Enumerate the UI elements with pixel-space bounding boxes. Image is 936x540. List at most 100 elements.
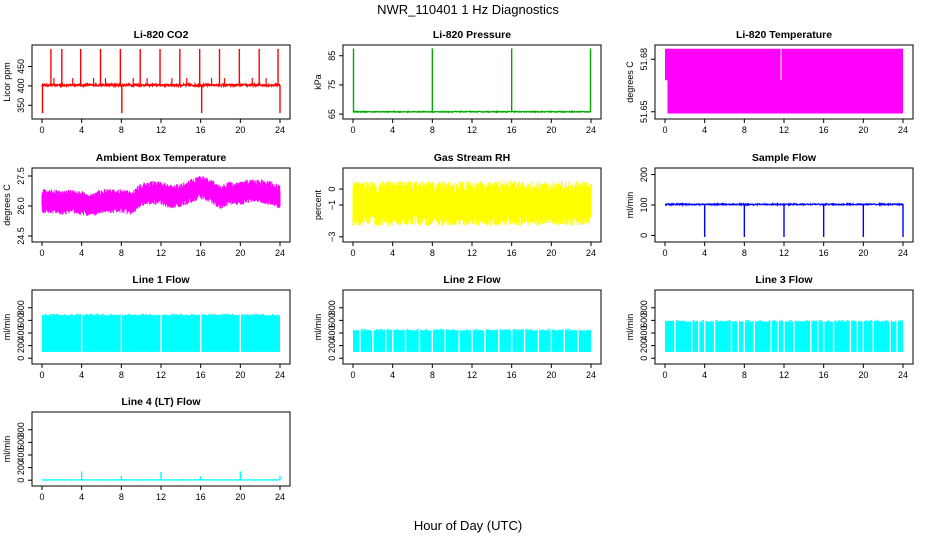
x-tick-label: 8	[119, 248, 124, 258]
panel-title: Line 4 (LT) Flow	[121, 396, 201, 408]
y-axis-label: degrees C	[2, 184, 12, 226]
x-tick-label: 16	[196, 125, 206, 135]
y-tick-label: 65	[327, 109, 337, 119]
y-tick-label: 200	[327, 338, 337, 353]
x-tick-label: 20	[235, 492, 245, 502]
x-tick-label: 0	[39, 248, 44, 258]
x-tick-label: 20	[546, 370, 556, 380]
panel-10: Line 4 (LT) Flow ml/min 0 4 8 12 16 20 24 0 200400…	[2, 396, 291, 502]
y-tick-label: 26.0	[16, 197, 26, 215]
x-tick-label: 24	[898, 248, 908, 258]
x-tick-label: 4	[702, 370, 707, 380]
y-axis-label: ml/min	[2, 436, 12, 463]
data-band	[667, 48, 903, 114]
y-tick-label: 450	[16, 59, 26, 74]
y-tick-label: 600	[327, 313, 337, 328]
x-tick-label: 0	[350, 248, 355, 258]
y-axis-label: ml/min	[625, 192, 635, 219]
x-tick-label: 16	[196, 248, 206, 258]
panel-title: Sample Flow	[752, 152, 817, 164]
x-axis: 0 4 8 12 16 20 24	[662, 241, 908, 258]
y-axis: 51.65 51.68	[639, 48, 655, 123]
y-tick-label: 0	[16, 356, 26, 361]
y-tick-label: 0	[639, 233, 649, 238]
x-tick-label: 4	[702, 125, 707, 135]
x-tick-label: 12	[156, 248, 166, 258]
x-tick-label: 12	[156, 370, 166, 380]
x-tick-label: 20	[858, 125, 868, 135]
y-tick-label: 800	[327, 300, 337, 315]
x-tick-label: 8	[119, 492, 124, 502]
y-axis-label: kPa	[313, 74, 323, 90]
series	[41, 313, 281, 354]
x-tick-label: 8	[430, 125, 435, 135]
y-tick-label: 600	[16, 435, 26, 450]
x-tick-label: 24	[275, 370, 285, 380]
panel-7: Line 1 Flow ml/min 0 4 8 12 16 20 24 0 20040060080…	[2, 274, 291, 380]
y-tick-label: 800	[639, 300, 649, 315]
x-tick-label: 20	[235, 370, 245, 380]
y-tick-label: 400	[16, 447, 26, 462]
y-axis-label: degrees C	[625, 61, 635, 103]
x-tick-label: 24	[586, 370, 596, 380]
y-tick-label: 0	[639, 356, 649, 361]
panel-title: Line 3 Flow	[755, 274, 813, 286]
figure-x-axis-label: Hour of Day (UTC)	[413, 518, 523, 533]
plot-frame	[31, 44, 291, 120]
x-tick-label: 8	[119, 370, 124, 380]
y-tick-label: 200	[16, 338, 26, 353]
panel-title: Line 2 Flow	[443, 274, 501, 286]
panel-title: Li-820 CO2	[134, 29, 189, 41]
x-axis: 0 4 8 12 16 20 24	[39, 363, 285, 380]
x-tick-label: 4	[390, 370, 395, 380]
x-axis: 0 4 8 12 16 20 24	[350, 118, 596, 135]
y-tick-label: 24.5	[16, 227, 26, 245]
x-axis: 0 4 8 12 16 20 24	[39, 118, 285, 135]
y-tick-label: 800	[16, 422, 26, 437]
y-tick-label: 600	[16, 313, 26, 328]
y-tick-label: 0	[327, 187, 337, 192]
x-tick-label: 0	[662, 248, 667, 258]
panel-1: Li-820 CO2 Licor ppm 0 4 8 12 16 20 24 350 400 450	[2, 29, 291, 135]
y-tick-label: 200	[639, 167, 649, 182]
x-tick-label: 16	[507, 125, 517, 135]
x-tick-label: 12	[467, 248, 477, 258]
x-tick-label: 8	[742, 248, 747, 258]
x-tick-label: 4	[79, 125, 84, 135]
x-tick-label: 0	[39, 370, 44, 380]
x-tick-label: 20	[235, 125, 245, 135]
data-trace	[41, 176, 281, 216]
series	[352, 180, 592, 226]
series	[664, 201, 904, 237]
x-tick-label: 8	[119, 125, 124, 135]
x-tick-label: 8	[742, 370, 747, 380]
data-trace	[41, 81, 281, 89]
x-tick-label: 0	[662, 125, 667, 135]
x-tick-label: 8	[430, 370, 435, 380]
y-tick-label: 200	[639, 338, 649, 353]
y-tick-label: 200	[16, 460, 26, 475]
x-tick-label: 12	[467, 125, 477, 135]
y-tick-label: 400	[16, 325, 26, 340]
data-trace	[352, 109, 592, 114]
series	[41, 471, 281, 482]
x-tick-label: 0	[350, 370, 355, 380]
x-tick-label: 4	[390, 125, 395, 135]
y-axis: −3 −1 0	[327, 187, 343, 242]
y-tick-label: 0	[16, 478, 26, 483]
x-tick-label: 12	[779, 370, 789, 380]
x-tick-label: 12	[779, 248, 789, 258]
y-tick-label: 350	[16, 98, 26, 113]
series	[41, 176, 281, 216]
y-axis: 65 75 85	[327, 51, 343, 119]
x-axis: 0 4 8 12 16 20 24	[662, 118, 908, 135]
x-tick-label: 4	[79, 370, 84, 380]
y-axis-label: ml/min	[2, 314, 12, 341]
x-tick-label: 16	[819, 370, 829, 380]
panel-3: Li-820 Temperature degrees C 0 4 8 12 16 20 24 51…	[625, 29, 914, 135]
x-tick-label: 4	[702, 248, 707, 258]
